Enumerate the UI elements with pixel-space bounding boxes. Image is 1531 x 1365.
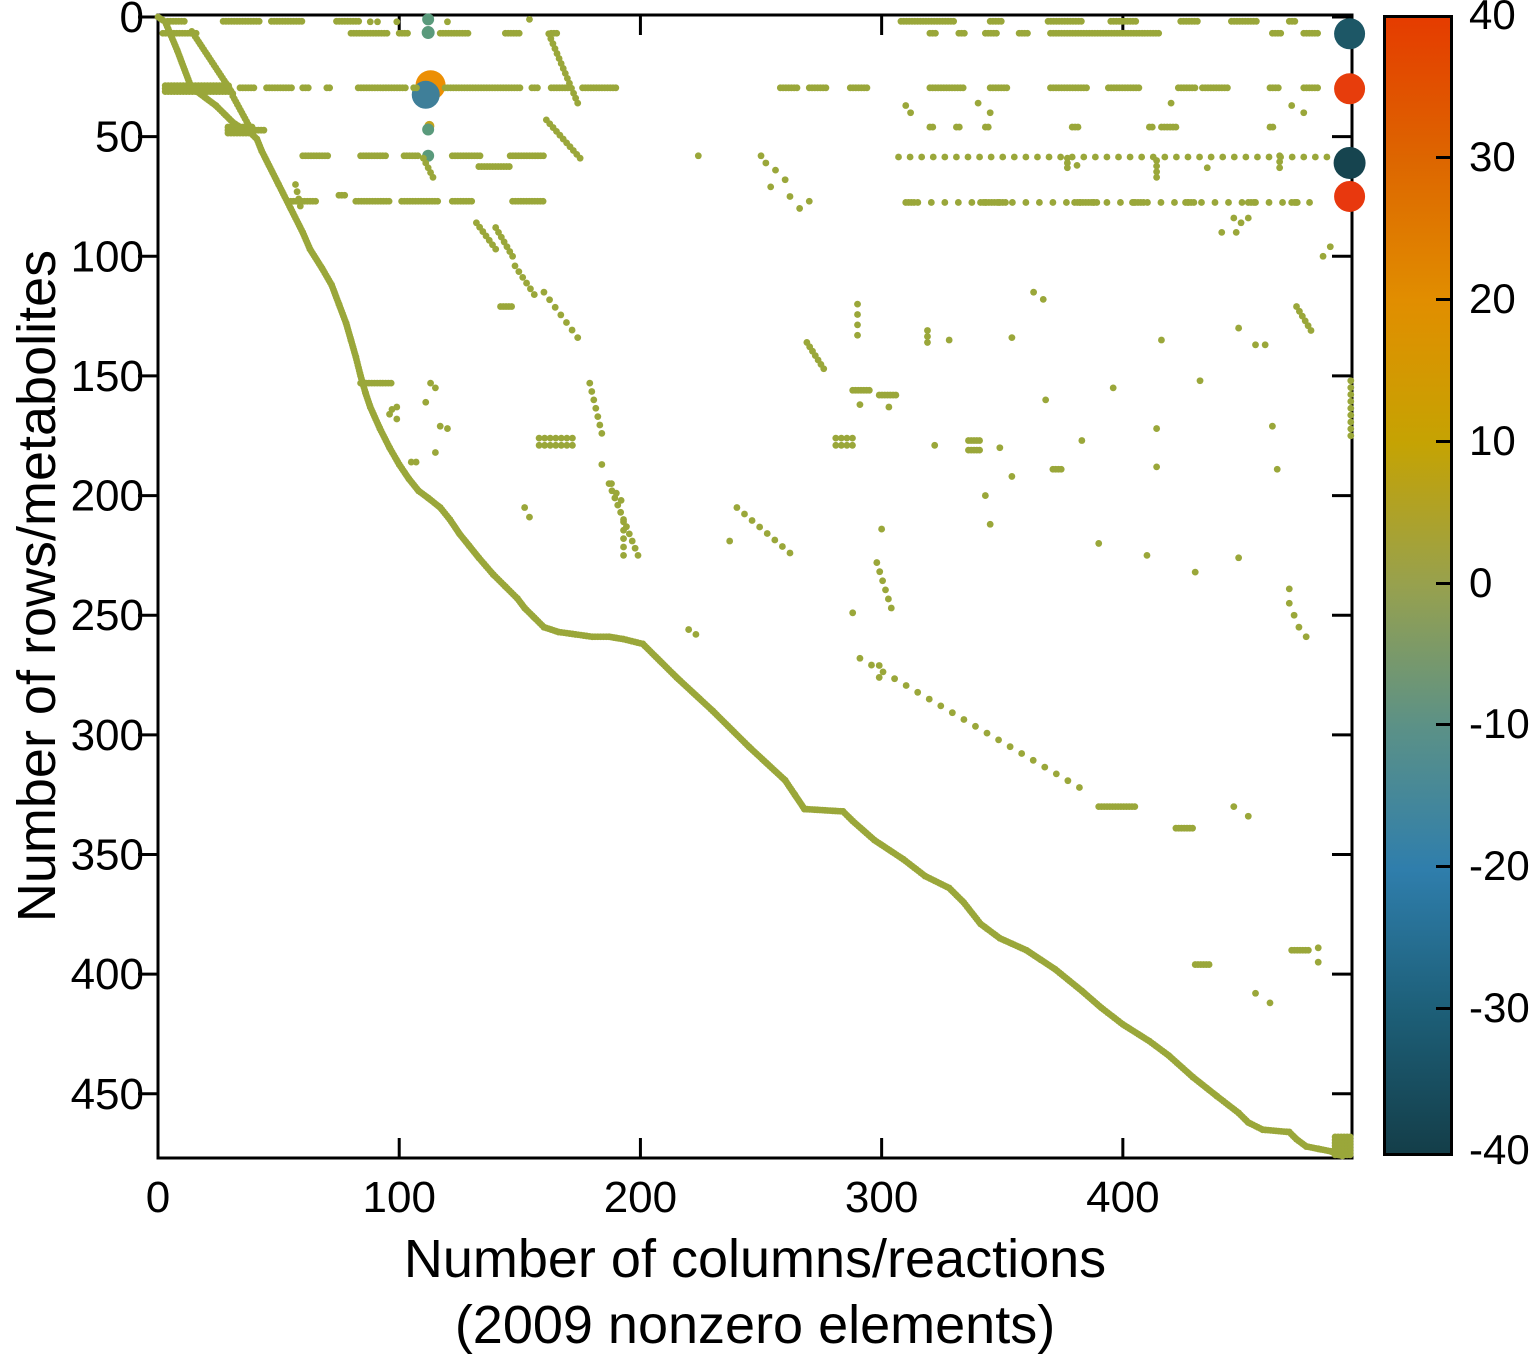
x-tick-label: 300 <box>845 1173 918 1222</box>
y-tick-labels: 0 50 100 150 200 250 300 350 400 450 <box>71 0 144 1119</box>
plot-axes <box>138 13 1354 1160</box>
colorbar-tick <box>1436 1007 1450 1011</box>
nonzero-points <box>154 13 1355 1160</box>
x-tick-label: 0 <box>146 1173 170 1222</box>
colorbar-tick <box>1436 439 1450 443</box>
x-tick-label: 200 <box>604 1173 677 1222</box>
y-tick-label: 300 <box>71 711 144 760</box>
colorbar-tick-label: -30 <box>1469 984 1530 1032</box>
colorbar-tick-label: 40 <box>1469 0 1516 38</box>
x-tick-labels: 0 100 200 300 400 <box>146 1173 1160 1222</box>
colorbar-tick <box>1436 723 1450 727</box>
x-tick-label: 400 <box>1086 1173 1159 1222</box>
colorbar-tick-label: -10 <box>1469 700 1530 748</box>
y-tick-label: 100 <box>71 232 144 281</box>
colorbar-tick-label: 10 <box>1469 416 1516 464</box>
y-tick-label: 350 <box>71 831 144 880</box>
y-tick-label: 400 <box>71 950 144 999</box>
highlight-markers <box>411 13 1366 212</box>
y-tick-label: 50 <box>95 113 144 162</box>
x-tick-label: 100 <box>363 1173 436 1222</box>
colorbar-tick <box>1436 581 1450 585</box>
colorbar-tick-label: 0 <box>1469 558 1493 606</box>
colorbar-tick <box>1436 297 1450 301</box>
colorbar-tick <box>1436 865 1450 869</box>
y-tick-label: 450 <box>71 1070 144 1119</box>
y-axis-title: Number of rows/metabolites <box>7 249 67 923</box>
y-tick-label: 150 <box>71 352 144 401</box>
colorbar-tick-label: -20 <box>1469 842 1530 890</box>
y-tick-label: 250 <box>71 591 144 640</box>
y-tick-label: 200 <box>71 472 144 521</box>
y-tick-label: 0 <box>120 0 144 42</box>
x-axis-title: Number of columns/reactions <box>403 1229 1107 1289</box>
colorbar-tick-label: 30 <box>1469 132 1516 180</box>
colorbar-tick-label: -40 <box>1469 1126 1530 1173</box>
colorbar-tick-label: 20 <box>1469 274 1516 322</box>
x-axis-subtitle: (2009 nonzero elements) <box>454 1295 1056 1355</box>
colorbar-tick <box>1436 155 1450 159</box>
colorbar <box>1383 15 1453 1156</box>
